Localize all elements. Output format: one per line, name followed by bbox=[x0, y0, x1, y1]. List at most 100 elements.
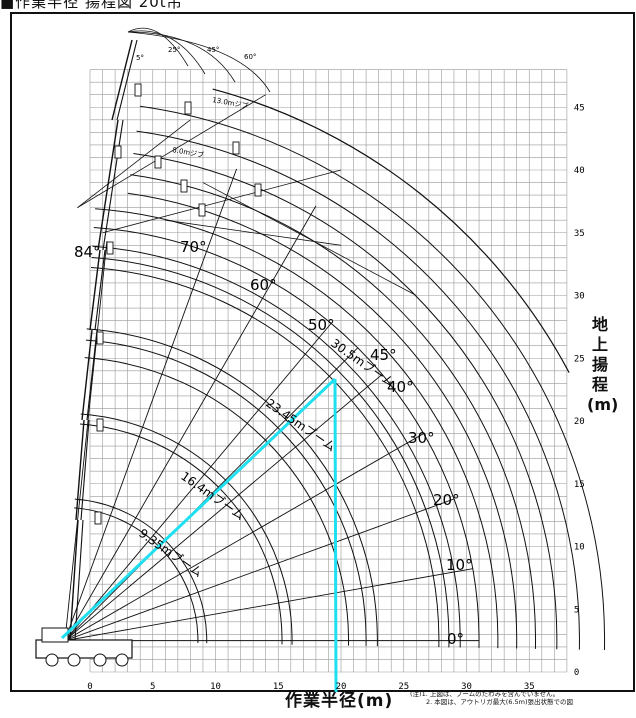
hook-marker bbox=[114, 145, 122, 159]
crane-body bbox=[35, 639, 133, 659]
footnote-1: (注)1. 上図は、ブームのたわみを含んでいません。 bbox=[410, 690, 560, 698]
boom-angle-label: 84° bbox=[74, 243, 101, 261]
radius-arc bbox=[80, 413, 293, 645]
top-angle-label: 60° bbox=[244, 53, 256, 61]
x-tick-label: 15 bbox=[273, 682, 284, 692]
boom-angle-label: 45° bbox=[370, 346, 397, 364]
angle-ray bbox=[64, 568, 473, 642]
y-axis-title-char: 程 bbox=[591, 375, 608, 394]
y-axis-title-char: 揚 bbox=[591, 355, 608, 374]
x-tick-label: 20 bbox=[336, 682, 347, 692]
top-angle-label: 45° bbox=[207, 46, 219, 54]
highlight-radius-line bbox=[333, 378, 338, 693]
x-tick-label: 25 bbox=[398, 682, 409, 692]
y-axis-title-char: (m) bbox=[587, 395, 619, 414]
x-tick-label: 0 bbox=[87, 682, 92, 692]
crane-wheel bbox=[115, 653, 129, 667]
radius-arc bbox=[74, 498, 208, 644]
top-angle-label: 5° bbox=[136, 54, 144, 62]
y-axis-title: 地 上 揚 程 (m) bbox=[587, 315, 619, 415]
hook-marker bbox=[232, 141, 240, 155]
y-tick-label: 40 bbox=[574, 166, 585, 176]
angle-ray bbox=[64, 347, 359, 641]
boom-segment bbox=[97, 119, 119, 251]
radius-arc bbox=[85, 339, 367, 646]
boom-angle-label: 70° bbox=[180, 238, 207, 256]
jib-line bbox=[165, 219, 342, 246]
hook-marker bbox=[198, 203, 206, 217]
crane-cab bbox=[41, 627, 69, 643]
hook-marker bbox=[96, 331, 104, 345]
boom-segment bbox=[89, 249, 101, 331]
boom-segment bbox=[69, 519, 79, 641]
angle-ray bbox=[64, 323, 332, 641]
jib-line bbox=[202, 182, 417, 296]
jib-line bbox=[77, 119, 191, 208]
top-angle-arc bbox=[127, 31, 271, 93]
y-axis-title-char: 地 bbox=[591, 315, 608, 334]
radius-arc bbox=[84, 357, 349, 646]
hook-marker bbox=[254, 183, 262, 197]
jib-line bbox=[77, 94, 266, 208]
highlight-lines bbox=[60, 377, 338, 693]
boom-segment bbox=[74, 519, 84, 641]
radius-arc bbox=[136, 130, 580, 650]
radius-arc bbox=[127, 192, 518, 649]
x-tick-label: 5 bbox=[150, 682, 155, 692]
hook-marker bbox=[154, 155, 162, 169]
boom-angle-label: 40° bbox=[387, 378, 414, 396]
hook-marker bbox=[106, 241, 114, 255]
x-tick-label: 30 bbox=[461, 682, 472, 692]
crane-wheel bbox=[93, 653, 107, 667]
y-tick-label: 45 bbox=[574, 103, 585, 113]
hook-marker bbox=[184, 101, 192, 115]
y-tick-label: 10 bbox=[574, 543, 585, 553]
hook-marker bbox=[180, 179, 188, 193]
jib-label-13: 13.0mジブ bbox=[212, 95, 249, 110]
angle-ray bbox=[64, 205, 317, 641]
x-tick-label: 10 bbox=[210, 682, 221, 692]
x-tick-label: 35 bbox=[524, 682, 535, 692]
angle-ray bbox=[64, 433, 424, 642]
hook-marker bbox=[94, 511, 102, 525]
radius-arc bbox=[91, 257, 450, 648]
y-tick-label: 5 bbox=[574, 605, 579, 615]
chart-frame bbox=[10, 12, 635, 692]
chart-header: ■作業半径 揚程図 20t吊 bbox=[0, 0, 183, 11]
boom-angle-label: 10° bbox=[446, 556, 473, 574]
grid bbox=[89, 69, 568, 673]
boom-segment bbox=[94, 249, 106, 331]
top-angle-label: 25° bbox=[168, 46, 180, 54]
boom-angle-label: 60° bbox=[250, 276, 277, 294]
angle-rays bbox=[64, 94, 480, 642]
boom-segment bbox=[80, 419, 90, 521]
angle-ray bbox=[64, 498, 455, 642]
boom-segment bbox=[116, 39, 138, 121]
jib-line bbox=[102, 169, 342, 234]
radius-arcs bbox=[74, 88, 605, 651]
boom-angle-label: 20° bbox=[433, 491, 460, 509]
y-tick-label: 20 bbox=[574, 417, 585, 427]
radius-arc bbox=[93, 226, 480, 648]
boom-segment bbox=[111, 39, 133, 121]
boom-segment bbox=[81, 329, 93, 421]
x-axis-title: 作業半径(m) bbox=[285, 691, 394, 711]
boom-segment bbox=[75, 419, 85, 521]
boom-angle-label: 0° bbox=[447, 630, 464, 648]
hook-marker bbox=[134, 83, 142, 97]
top-angle-arc bbox=[127, 27, 189, 67]
y-axis-title-char: 上 bbox=[591, 335, 608, 354]
y-tick-label: 25 bbox=[574, 354, 585, 364]
y-tick-label: 30 bbox=[574, 292, 585, 302]
angle-ray bbox=[64, 241, 108, 641]
radius-arc bbox=[212, 88, 570, 373]
radius-arc bbox=[133, 152, 558, 650]
radius-arc bbox=[92, 245, 461, 648]
boom-segment bbox=[102, 119, 124, 251]
footnotes: (注)1. 上図は、ブームのたわみを含んでいません。 2. 本図は、アウトリガ最… bbox=[410, 690, 573, 706]
hook-marker bbox=[96, 418, 104, 432]
boom-angle-label: 30° bbox=[408, 429, 435, 447]
top-angle-arc bbox=[127, 31, 236, 83]
boom-angle-label: 50° bbox=[308, 316, 335, 334]
